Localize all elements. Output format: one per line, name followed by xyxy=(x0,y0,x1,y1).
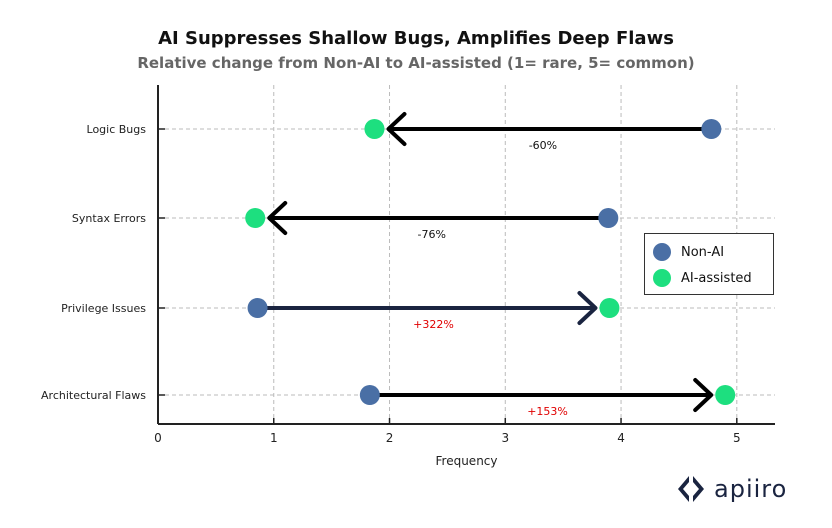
x-tick-label: 4 xyxy=(617,431,625,445)
legend-item-ai-assisted: AI-assisted xyxy=(653,269,752,287)
chart-title: AI Suppresses Shallow Bugs, Amplifies De… xyxy=(158,28,674,49)
point-ai-assisted xyxy=(364,119,385,139)
arrow-head xyxy=(386,112,407,146)
change-label: -76% xyxy=(418,228,446,241)
logo-text: apiiro xyxy=(714,475,788,503)
x-tick-label: 3 xyxy=(501,431,509,445)
x-tick-label: 5 xyxy=(733,431,741,445)
legend-item-non-ai: Non-AI xyxy=(653,243,724,261)
point-ai-assisted xyxy=(599,298,620,318)
point-non-ai xyxy=(598,208,619,228)
legend-marker-non-ai xyxy=(653,243,671,261)
change-label: -60% xyxy=(529,139,557,152)
y-tick-label: Logic Bugs xyxy=(87,123,147,136)
point-ai-assisted xyxy=(245,208,266,228)
y-tick-label: Syntax Errors xyxy=(72,212,146,225)
point-ai-assisted xyxy=(715,385,736,405)
y-tick-label: Privilege Issues xyxy=(61,302,146,315)
legend-label: Non-AI xyxy=(681,244,725,260)
point-non-ai xyxy=(701,119,722,139)
x-tick-label: 1 xyxy=(270,431,278,445)
point-non-ai xyxy=(359,385,380,405)
x-tick-label: 0 xyxy=(154,431,162,445)
legend: Non-AI AI-assisted xyxy=(644,233,774,295)
chart-subtitle: Relative change from Non-AI to AI-assist… xyxy=(137,54,695,72)
legend-label: AI-assisted xyxy=(681,270,752,286)
point-non-ai xyxy=(247,298,268,318)
arrow-head xyxy=(267,201,288,235)
change-label: +153% xyxy=(527,405,568,418)
x-tick-label: 2 xyxy=(386,431,394,445)
arrow-head xyxy=(577,291,598,325)
change-label: +322% xyxy=(413,318,454,331)
y-tick-label: Architectural Flaws xyxy=(41,389,146,402)
apiiro-logo: apiiro xyxy=(676,474,787,504)
x-axis-label: Frequency xyxy=(436,454,498,468)
arrow-head xyxy=(693,378,714,412)
legend-marker-ai-assisted xyxy=(653,269,671,287)
logo-diamond-icon xyxy=(678,476,704,502)
